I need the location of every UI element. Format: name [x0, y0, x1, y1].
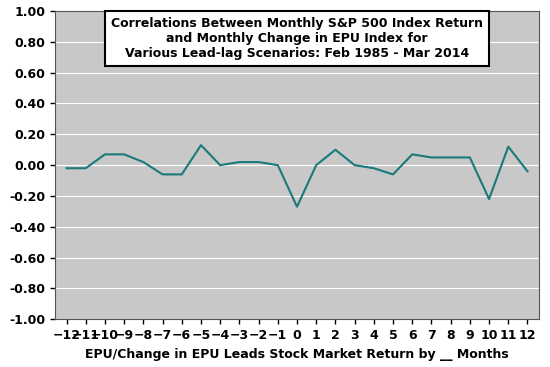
- X-axis label: EPU/Change in EPU Leads Stock Market Return by __ Months: EPU/Change in EPU Leads Stock Market Ret…: [85, 348, 509, 360]
- Text: Correlations Between Monthly S&P 500 Index Return
and Monthly Change in EPU Inde: Correlations Between Monthly S&P 500 Ind…: [111, 17, 483, 60]
